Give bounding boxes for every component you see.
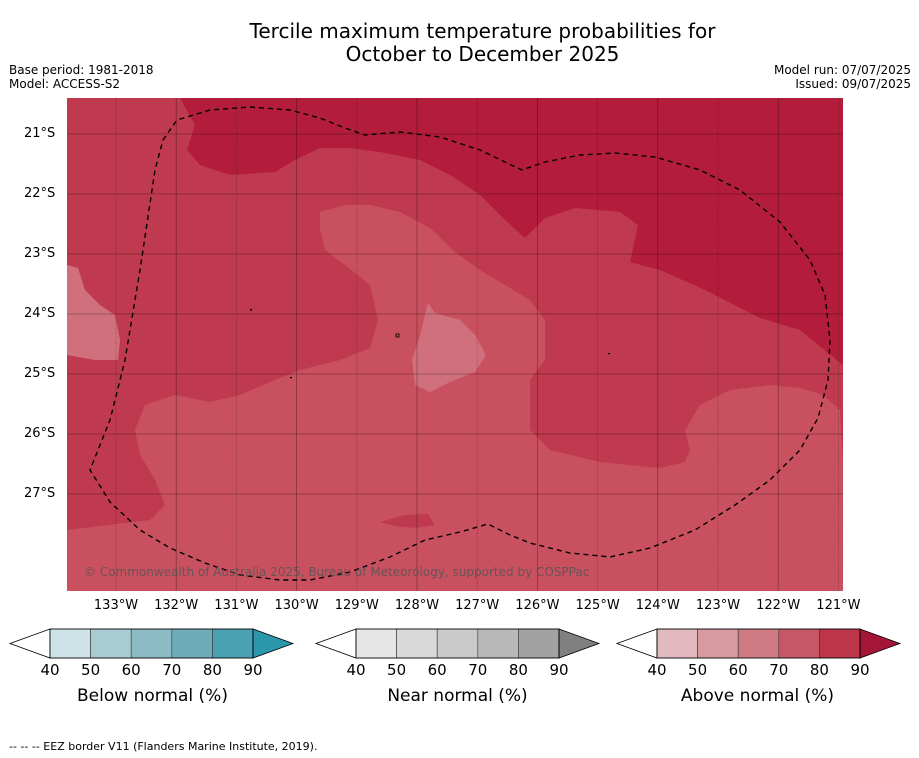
colorbar-segment [171,628,213,659]
colorbar-tick-label: 70 [468,661,488,679]
lat-label: 22°S [24,186,56,201]
colorbar-outline [656,628,861,659]
meta-left: Base period: 1981-2018 Model: ACCESS-S2 [9,63,154,91]
colorbar-tick-label: 60 [427,661,447,679]
issued-date: Issued: 09/07/2025 [795,77,911,91]
lon-label: 129°W [334,598,379,613]
colorbar-title-above: Above normal (%) [680,686,835,706]
colorbar-title-near: Near normal (%) [387,686,528,706]
colorbar-extend-high [859,628,902,659]
lat-label: 26°S [24,426,56,441]
lon-label: 122°W [756,598,801,613]
eez-legend-note: -- -- -- EEZ border V11 (Flanders Marine… [9,740,318,753]
colorbar-tick-label: 80 [809,661,829,679]
lon-label: 128°W [394,598,440,613]
chart-title-line2: October to December 2025 [345,42,620,66]
lon-label: 132°W [154,598,199,613]
model-run: Model run: 07/07/2025 [773,63,911,77]
colorbar-segment [737,628,780,659]
lat-label: 25°S [24,366,56,381]
colorbar-segment [49,628,91,659]
colorbar-segment [477,628,519,659]
colorbar-tick-label: 50 [688,661,708,679]
chart-title-line1: Tercile maximum temperature probabilitie… [249,19,716,43]
colorbar-extend-low [8,628,51,659]
colorbar-segment [130,628,173,659]
colorbar-tick-label: 50 [387,661,407,679]
band-70-80 [67,205,843,591]
colorbar-tick-label: 70 [162,661,182,679]
band-60-70-centre [412,303,486,392]
map-area [67,98,843,591]
colorbar-extend-low [314,628,357,659]
colorbar-tick-label: 40 [647,661,667,679]
lon-label: 123°W [695,598,741,613]
lon-label: 130°W [274,598,319,613]
colorbar-extend-low [615,628,658,659]
colorbar-segment [90,628,132,659]
colorbar-segment [778,628,820,659]
lat-label: 27°S [24,486,56,501]
lon-label: 125°W [575,598,620,613]
colorbar-tick-label: 70 [769,661,789,679]
colorbar-segment [819,628,861,659]
lon-label: 124°W [635,598,680,613]
colorbar-segment [518,628,560,659]
lon-label: 127°W [455,598,500,613]
lon-label: 133°W [93,598,139,613]
colorbar-tick-label: 40 [40,661,60,679]
lat-label: 24°S [24,306,56,321]
colorbar-tick-label: 80 [508,661,528,679]
colorbar-tick-label: 90 [549,661,569,679]
colorbar-title-below: Below normal (%) [77,686,228,706]
model-name: Model: ACCESS-S2 [9,77,121,91]
meta-right: Model run: 07/07/2025 Issued: 09/07/2025 [774,63,911,91]
colorbar-segment [355,628,397,659]
colorbar-tick-label: 50 [81,661,101,679]
colorbar-segment [212,628,254,659]
colorbar-outline [49,628,254,659]
copyright-credit: © Commonwealth of Australia 2025, Bureau… [84,565,590,579]
colorbars [8,628,902,659]
colorbar-tick-label: 90 [243,661,263,679]
colorbar-extend-high [558,628,601,659]
colorbar-segment [436,628,479,659]
lon-label: 131°W [214,598,259,613]
colorbar-outline [355,628,560,659]
islets [250,309,610,379]
band-90-plus [180,98,843,365]
colorbar-tick-label: 60 [728,661,748,679]
colorbar-segment [656,628,698,659]
graticule [67,98,843,591]
base-period: Base period: 1981-2018 [9,63,154,77]
colorbar-tick-label: 90 [850,661,870,679]
colorbar-tick-label: 60 [121,661,141,679]
colorbar-tick-label: 80 [202,661,222,679]
colorbar-extend-high [252,628,295,659]
band-80-90-small [380,514,435,528]
colorbar-tick-label: 40 [346,661,366,679]
band-70-80-west [67,265,120,360]
lon-label: 121°W [816,598,861,613]
colorbar-segment [396,628,438,659]
lon-label: 126°W [515,598,560,613]
lat-label: 21°S [24,126,56,141]
eez-border [89,106,831,581]
colorbar-segment [697,628,739,659]
lat-label: 23°S [24,246,56,261]
